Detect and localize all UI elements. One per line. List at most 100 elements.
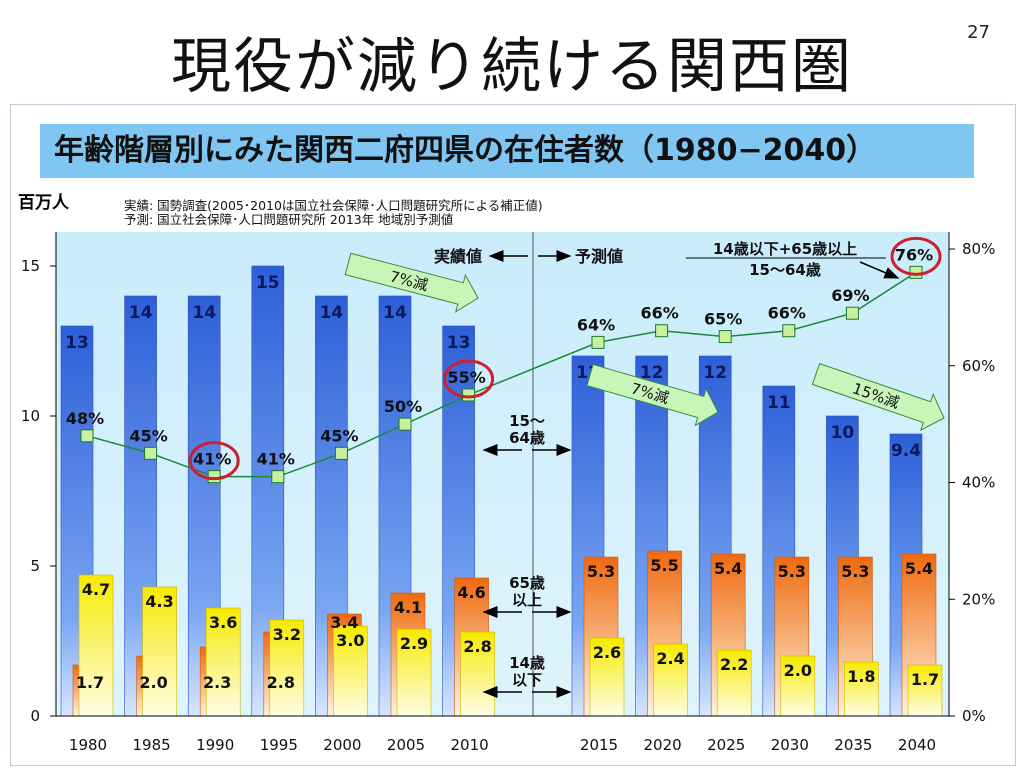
bar-label-working-2020: 12 xyxy=(640,363,664,383)
ratio-point-1980 xyxy=(80,429,94,443)
ratio-point-2020 xyxy=(655,324,669,338)
x-tick-2000: 2000 xyxy=(323,736,361,754)
source-forecast: 予測: 国立社会保障･人口問題研究所 2013年 地域別予測値 xyxy=(124,212,454,227)
decline-arrow-actual-shape xyxy=(344,252,479,313)
bar-label-young-2040: 1.7 xyxy=(911,670,939,689)
bar-label-elderly-2000: 3.4 xyxy=(330,613,358,632)
bar-label-young-1980: 4.7 xyxy=(82,580,110,599)
ratio-label-2010: 55% xyxy=(447,368,485,387)
bar-label-elderly-1980: 1.7 xyxy=(76,673,104,692)
highlight-circle-2010 xyxy=(443,359,495,399)
bar-young-2015 xyxy=(589,637,625,717)
ratio-point-2010 xyxy=(462,388,476,402)
bar-young-2010 xyxy=(460,631,495,717)
bar-label-elderly-2020: 5.5 xyxy=(650,556,678,575)
ratio-label-2030: 66% xyxy=(768,304,806,323)
ratio-pointer-arrow xyxy=(859,261,900,279)
x-tick-2030: 2030 xyxy=(771,736,809,754)
bar-label-working-2025: 12 xyxy=(703,363,727,383)
ratio-point-2000 xyxy=(334,446,348,460)
x-tick-1980: 1980 xyxy=(69,736,107,754)
bar-label-young-2005: 2.9 xyxy=(400,634,428,653)
ratio-label-1985: 45% xyxy=(129,426,167,445)
bar-label-working-1995: 15 xyxy=(256,273,280,293)
y2-tick-40%: 40% xyxy=(962,474,995,492)
highlight-circle-1990 xyxy=(188,441,240,481)
y2-tick-20%: 20% xyxy=(962,590,995,608)
bar-label-young-2020: 2.4 xyxy=(656,649,684,668)
ratio-label-2015: 64% xyxy=(577,315,615,334)
bar-label-working-2000: 14 xyxy=(320,303,344,323)
ratio-label-2020: 66% xyxy=(640,304,678,323)
bar-young-2005 xyxy=(396,628,432,717)
decline-arrow-forecast-2-shape xyxy=(811,362,945,432)
bar-label-elderly-2015: 5.3 xyxy=(587,562,615,581)
x-tick-1990: 1990 xyxy=(196,736,234,754)
bar-young-2035 xyxy=(844,661,879,717)
ratio-point-2035 xyxy=(845,306,859,320)
ratio-point-1995 xyxy=(271,470,285,484)
actual-label: 実績値 xyxy=(434,247,482,266)
highlight-circle-2040 xyxy=(890,236,942,276)
bar-label-working-1985: 14 xyxy=(129,303,153,323)
bar-young-1995 xyxy=(269,619,305,717)
bar-label-working-1990: 14 xyxy=(192,303,216,323)
ratio-point-2005 xyxy=(398,417,412,431)
decline-arrow-forecast-1-shape xyxy=(586,363,719,427)
group-young-line2: 以下 xyxy=(512,671,542,689)
bar-young-2030 xyxy=(780,655,816,717)
bar-label-young-2000: 3.0 xyxy=(336,631,364,650)
bar-label-working-2005: 14 xyxy=(383,303,407,323)
ratio-label-2000: 45% xyxy=(320,426,358,445)
bar-young-1980 xyxy=(78,574,114,717)
slide-number: 27 xyxy=(967,22,990,43)
y2-tick-0%: 0% xyxy=(962,707,986,725)
bar-young-2025 xyxy=(716,649,752,717)
y2-tick-60%: 60% xyxy=(962,357,995,375)
ratio-label-1980: 48% xyxy=(66,409,104,428)
x-tick-2025: 2025 xyxy=(707,736,745,754)
bar-label-working-2030: 11 xyxy=(767,393,791,413)
x-tick-2020: 2020 xyxy=(644,736,682,754)
bar-young-1990 xyxy=(205,607,241,717)
x-tick-2010: 2010 xyxy=(451,736,489,754)
bar-label-young-1985: 4.3 xyxy=(145,592,173,611)
bar-label-young-2010: 2.8 xyxy=(463,637,491,656)
bar-label-young-2035: 1.8 xyxy=(847,667,875,686)
ratio-point-2015 xyxy=(591,335,605,349)
ratio-label-2025: 65% xyxy=(704,310,742,329)
bar-label-young-1990: 3.6 xyxy=(209,613,237,632)
ratio-point-2030 xyxy=(782,324,796,338)
group-young-line1: 14歳 xyxy=(509,654,545,672)
ratio-label-numerator: 14歳以下+65歳以上 xyxy=(713,240,857,258)
y-tick-15: 15 xyxy=(21,257,40,275)
group-elderly-line1: 65歳 xyxy=(509,574,545,592)
bar-young-1985 xyxy=(142,586,177,717)
bar-label-elderly-1990: 2.3 xyxy=(203,673,231,692)
bar-label-young-2030: 2.0 xyxy=(784,661,812,680)
bar-label-elderly-1985: 2.0 xyxy=(139,673,167,692)
bar-label-young-2015: 2.6 xyxy=(593,643,621,662)
group-working-line1: 15〜 xyxy=(509,412,545,430)
x-tick-1985: 1985 xyxy=(133,736,171,754)
x-tick-2035: 2035 xyxy=(834,736,872,754)
y-tick-0: 0 xyxy=(30,707,40,725)
bar-label-young-1995: 3.2 xyxy=(273,625,301,644)
bar-label-working-2040: 9.4 xyxy=(891,441,921,461)
slide-title: 現役が減り続ける関西圏 xyxy=(171,32,853,102)
group-working-line2: 64歳 xyxy=(509,429,545,447)
x-tick-2040: 2040 xyxy=(898,736,936,754)
decline-arrow-actual: 7%減 xyxy=(344,252,479,313)
x-tick-2005: 2005 xyxy=(387,736,425,754)
bar-young-2000 xyxy=(333,625,368,717)
bar-label-elderly-2005: 4.1 xyxy=(394,598,422,617)
chart-title: 年齢階層別にみた関西二府四県の在住者数（1980−2040） xyxy=(40,124,974,178)
y-axis-unit: 百万人 xyxy=(18,193,69,213)
bar-label-elderly-2030: 5.3 xyxy=(778,562,806,581)
forecast-label: 予測値 xyxy=(575,247,623,266)
group-elderly-line2: 以上 xyxy=(512,591,542,609)
ratio-point-1990 xyxy=(207,470,221,484)
x-tick-2015: 2015 xyxy=(580,736,618,754)
ratio-label-2005: 50% xyxy=(384,397,422,416)
